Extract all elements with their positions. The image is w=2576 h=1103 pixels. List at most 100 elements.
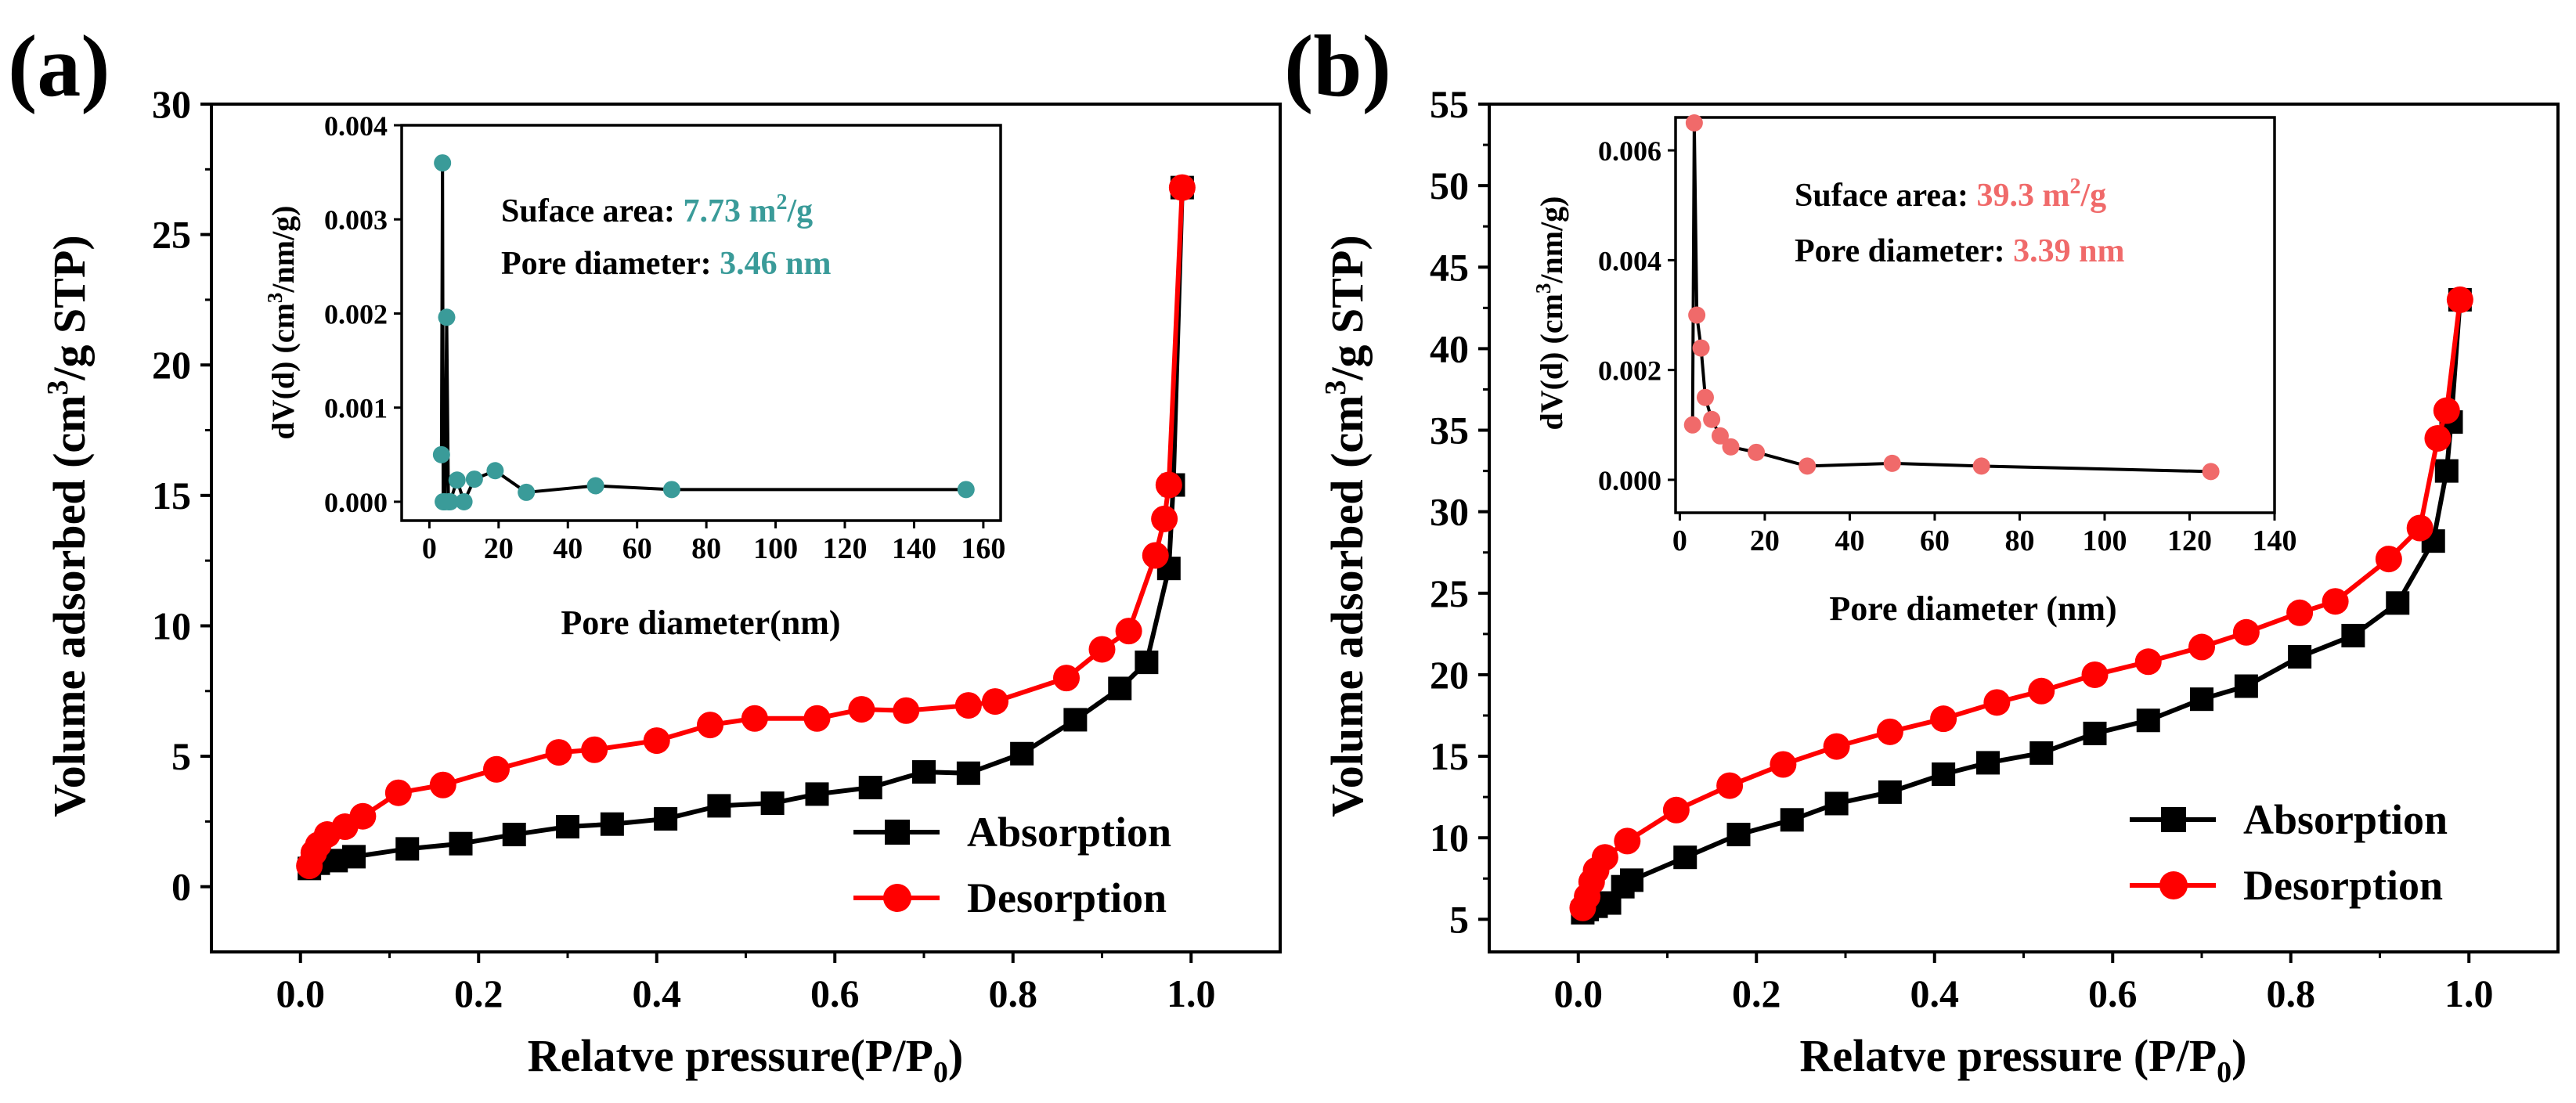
- inset-y-axis-title-a-sup: 3: [263, 293, 287, 304]
- x-tick-label-a: 0.2: [454, 971, 503, 1015]
- x-axis-b: 0.0 0.2 0.4 0.6 0.8 1.0: [1554, 952, 2494, 1015]
- data-point-absorption-b: [1673, 845, 1697, 870]
- inset-data-point-a: [465, 470, 483, 488]
- data-point-desorption-b: [2188, 633, 2215, 661]
- y-tick-label-a: 30: [152, 82, 191, 126]
- data-point-absorption-b: [2234, 674, 2258, 698]
- x-tick-label-a: 0.4: [633, 971, 682, 1015]
- x-tick-label-a: 0.8: [989, 971, 1038, 1015]
- data-point-desorption-b: [2322, 588, 2349, 615]
- inset-x-tick-label-b: 60: [1920, 524, 1950, 557]
- x-tick-label-b: 0.8: [2267, 971, 2316, 1015]
- inset-x-tick-label-b: 0: [1672, 524, 1687, 557]
- y-axis-title-b-end: /g STP): [1322, 235, 1373, 380]
- data-point-absorption-a: [1135, 651, 1159, 675]
- data-point-absorption-b: [1878, 780, 1902, 804]
- inset-data-point-a: [441, 492, 459, 510]
- legend-label-absorption-a: Absorption: [967, 809, 1171, 856]
- inset-y-axis-b: 0.000 0.002 0.004 0.006: [1598, 135, 1676, 496]
- panel-b: (b) 0.0 0.2 0.4 0.6 0.8 1.0 51015202530354045…: [1284, 18, 2560, 1089]
- plot-b: [1569, 286, 2473, 925]
- data-point-absorption-b: [2136, 708, 2160, 733]
- surface-area-label-a: Suface area:: [501, 193, 684, 229]
- inset-b: 0 20 40 60 80 100 120 140 0.0000.0020.0040.006 …: [1532, 114, 2297, 628]
- plot-a: [296, 174, 1196, 881]
- y-axis-title-a-end: /g STP): [44, 235, 95, 380]
- x-tick-label-b: 1.0: [2444, 971, 2494, 1015]
- data-point-desorption-a: [982, 688, 1008, 716]
- inset-frame-b: [1674, 116, 2276, 514]
- y-axis-title-a-main: Volume adsorbed (cm: [44, 395, 95, 817]
- pore-diameter-value-a: 3.46 nm: [720, 246, 831, 282]
- inset-x-tick-label-a: 120: [823, 532, 868, 565]
- inset-data-point-a: [434, 154, 452, 172]
- legend-label-desorption-a: Desorption: [967, 874, 1167, 921]
- surface-area-value-a: 7.73 m: [684, 193, 777, 229]
- data-point-desorption-b: [2446, 286, 2473, 313]
- y-tick-label-a: 15: [152, 474, 191, 517]
- data-point-desorption-a: [643, 727, 670, 755]
- inset-x-tick-label-b: 120: [2167, 524, 2212, 557]
- data-point-desorption-a: [1142, 542, 1169, 569]
- x-tick-label-a: 0.6: [810, 971, 860, 1015]
- inset-data-point-a: [432, 445, 450, 463]
- inset-plot-a: [432, 154, 975, 510]
- x-axis-title-b: Relatve pressure (P/P0): [1800, 1030, 2247, 1089]
- inset-y-tick-label-a: 0.004: [324, 110, 388, 142]
- inset-y-tick-label-b: 0.004: [1598, 245, 1661, 276]
- data-point-desorption-a: [1155, 471, 1182, 499]
- y-axis-title-b-sup: 3: [1319, 380, 1352, 395]
- y-tick-label-b: 25: [1430, 571, 1469, 615]
- inset-y-tick-label-a: 0.001: [324, 393, 388, 424]
- data-point-absorption-b: [1976, 751, 2000, 775]
- data-point-desorption-a: [803, 705, 831, 732]
- x-axis-title-a: Relatve pressure(P/P0): [528, 1030, 963, 1089]
- y-axis-a: 0 5 10 15 20 25 30: [152, 82, 211, 909]
- data-point-absorption-b: [2386, 591, 2410, 615]
- data-point-desorption-a: [1115, 618, 1142, 645]
- data-point-absorption-a: [1010, 741, 1034, 766]
- inset-x-tick-label-a: 0: [422, 532, 437, 565]
- y-tick-label-a: 25: [152, 213, 191, 257]
- inset-data-point-b: [1703, 410, 1721, 428]
- data-point-absorption-b: [1726, 823, 1751, 847]
- inset-data-point-b: [1683, 416, 1701, 434]
- data-point-absorption-b: [2190, 687, 2213, 712]
- data-point-desorption-a: [1168, 174, 1196, 201]
- inset-x-tick-label-b: 100: [2082, 524, 2127, 557]
- inset-y-tick-label-b: 0.002: [1598, 355, 1661, 387]
- inset-y-tick-label-b: 0.006: [1598, 135, 1661, 167]
- data-point-absorption-a: [858, 776, 882, 800]
- x-axis-title-a-sub: 0: [933, 1056, 948, 1089]
- y-tick-label-a: 0: [171, 865, 191, 909]
- x-axis-title-b-main: Relatve pressure (P/P: [1800, 1030, 2217, 1081]
- y-axis-title-a: Volume adsorbed (cm3/g STP): [41, 235, 95, 817]
- legend-marker-absorption-b: [2161, 807, 2186, 832]
- surface-area-unit-a: /g: [787, 193, 814, 229]
- x-tick-label-b: 0.4: [1910, 971, 1960, 1015]
- data-point-absorption-b: [2341, 623, 2365, 647]
- data-point-desorption-a: [741, 705, 768, 732]
- data-point-desorption-b: [1716, 772, 1744, 799]
- data-point-absorption-a: [449, 831, 473, 856]
- y-tick-label-b: 35: [1430, 409, 1469, 452]
- inset-x-tick-label-b: 20: [1750, 524, 1780, 557]
- legend-marker-desorption-b: [2159, 871, 2188, 899]
- data-point-desorption-b: [1591, 844, 1618, 871]
- y-axis-title-b-main: Volume adsorbed (cm: [1322, 395, 1373, 817]
- data-point-desorption-a: [954, 692, 982, 719]
- inset-data-point-a: [518, 483, 536, 501]
- data-point-absorption-b: [1932, 762, 1956, 786]
- data-point-desorption-b: [2406, 514, 2433, 542]
- surface-area-label-b: Suface area:: [1795, 178, 1977, 214]
- legend-a: Absorption Desorption: [853, 809, 1171, 921]
- data-point-desorption-b: [2286, 599, 2314, 626]
- surface-area-annotation-a: Suface area: 7.73 m2/g: [501, 190, 813, 229]
- inset-data-point-a: [957, 481, 975, 499]
- legend-marker-desorption-a: [883, 884, 911, 912]
- inset-data-point-b: [2202, 463, 2220, 481]
- legend-label-absorption-b: Absorption: [2243, 796, 2448, 843]
- data-point-desorption-b: [2081, 661, 2109, 688]
- inset-frame-a: [400, 124, 1002, 522]
